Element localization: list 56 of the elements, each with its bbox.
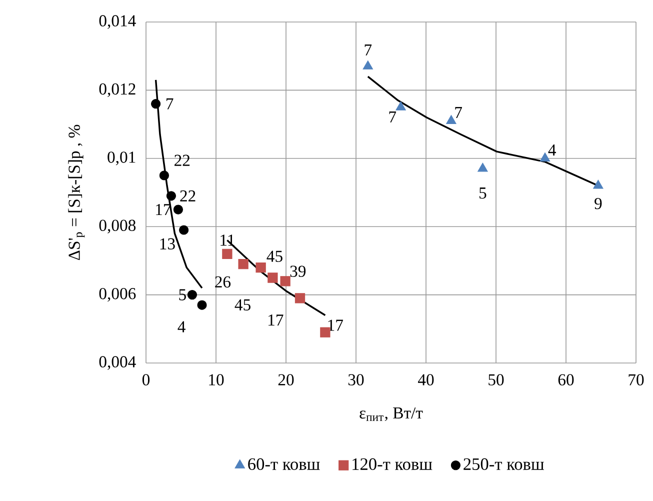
annotation: 4 [178, 321, 186, 332]
point [362, 60, 374, 70]
point [222, 248, 232, 259]
y-tick-label: 0,008 [99, 220, 136, 234]
x-tick-label: 10 [209, 374, 224, 386]
point [179, 225, 189, 235]
y-tick-label: 0,014 [99, 15, 136, 29]
annotation: 5 [479, 188, 486, 199]
point [187, 290, 198, 300]
legend-label: 250-т ковш [464, 458, 544, 470]
point [593, 180, 604, 189]
annotation: 5 [179, 289, 186, 300]
annotation: 39 [290, 266, 306, 277]
point [294, 293, 306, 304]
annotation: 7 [364, 44, 372, 56]
annotation: 22 [180, 190, 196, 202]
annotation: 7 [389, 112, 396, 122]
y-axis-title: ΔS'$_{p}$ = [S]к-[S]p , % [68, 124, 85, 260]
point [159, 170, 170, 180]
annotation: 4 [548, 144, 556, 156]
point [280, 276, 290, 286]
point [256, 262, 266, 273]
y-tick-label: 0,012 [99, 83, 136, 98]
annotation: 17 [268, 314, 284, 326]
x-tick-label: 30 [348, 374, 364, 386]
y-tick-label: 0,01 [108, 152, 136, 166]
x-tick-label: 70 [628, 374, 644, 386]
point [238, 259, 248, 270]
y-tick-label: 0,004 [99, 356, 136, 370]
y-tick-label: 0,006 [99, 288, 136, 302]
point [446, 115, 456, 124]
annotation: 7 [455, 107, 462, 118]
point [478, 162, 488, 172]
x-tick-label: 60 [558, 374, 574, 386]
point [173, 204, 184, 214]
annotation: 22 [174, 154, 190, 166]
annotation: 45 [234, 299, 250, 310]
legend-label: 60-т ковш [248, 458, 320, 470]
x-axis-title: ε$_{пит}$, Вт/т [360, 407, 423, 422]
x-tick-label: 40 [418, 374, 434, 386]
point [151, 99, 161, 109]
point [396, 101, 406, 110]
annotation: 17 [328, 320, 343, 331]
annotation: 9 [594, 198, 602, 210]
x-tick-label: 0 [142, 374, 150, 386]
x-tick-label: 20 [278, 374, 294, 386]
annotation: 13 [160, 238, 175, 250]
annotation: 45 [266, 250, 282, 262]
legend-label: 120-т ковш [352, 458, 432, 470]
annotation: 26 [215, 276, 231, 288]
point [197, 300, 207, 310]
line-series [154, 79, 203, 289]
annotation: 7 [166, 98, 174, 110]
x-tick-label: 50 [488, 374, 504, 386]
point [268, 272, 278, 283]
point [166, 191, 176, 201]
